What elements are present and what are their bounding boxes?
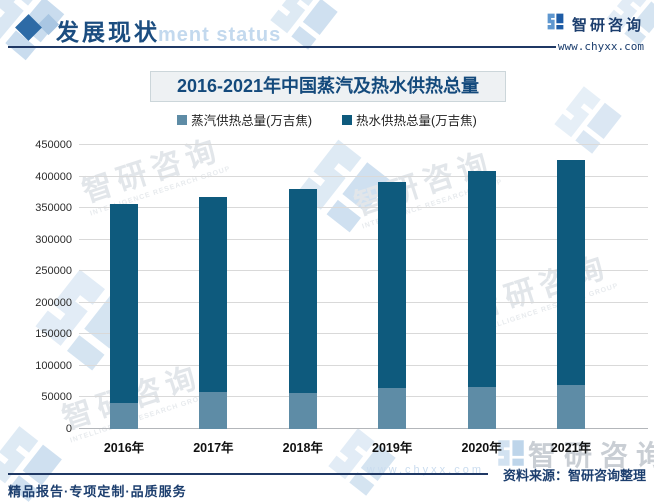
gridline [79, 238, 648, 240]
legend-item: 蒸汽供热总量(万吉焦) [177, 110, 312, 129]
bar-segment [288, 189, 317, 394]
gridline [79, 396, 648, 398]
y-tick-label: 300000 [35, 233, 72, 246]
legend-label: 热水供热总量(万吉焦) [356, 114, 477, 128]
y-tick-label: 0 [65, 423, 72, 435]
bar-segment [378, 387, 407, 429]
diamond-accent-icon [15, 14, 42, 41]
y-tick-label: 150000 [35, 328, 72, 341]
x-axis-line [79, 428, 648, 429]
brand-watermark-icon [317, 417, 407, 502]
x-tick-label: 2019年 [372, 441, 413, 455]
footer-divider [8, 473, 488, 475]
footer-tagline: 精品报告·专项定制·品质服务 [8, 484, 187, 499]
gridline [79, 364, 648, 366]
gridline [79, 301, 648, 303]
bar-segment [288, 393, 317, 429]
y-tick-label: 250000 [35, 265, 72, 278]
gridline [79, 270, 648, 272]
legend-item: 热水供热总量(万吉焦) [342, 110, 477, 129]
website-link[interactable]: www.chyxx.com [557, 40, 644, 53]
brand-logo-icon [545, 11, 566, 37]
chart-legend: 蒸汽供热总量(万吉焦) 热水供热总量(万吉焦) [0, 110, 654, 129]
header-divider [8, 46, 556, 48]
header-watermark-text: ment status [158, 24, 282, 46]
bar-segment [467, 387, 496, 429]
x-axis-labels: 2016年 2017年 2018年 2019年 2020年 2021年 [79, 437, 648, 455]
brand-name: 智研咨询 [571, 16, 644, 34]
bar-segment [557, 160, 585, 386]
x-tick-label: 2017年 [193, 441, 234, 455]
x-tick-label: 2018年 [282, 441, 323, 455]
y-tick-label: 50000 [41, 391, 72, 404]
brand-watermark-text: 智研咨询 [528, 440, 654, 471]
chart-title: 2016-2021年中国蒸汽及热水供热总量 [150, 71, 506, 102]
plot-area [79, 144, 648, 429]
page-title: 发展现状 [56, 19, 160, 45]
y-tick-label: 450000 [35, 139, 72, 151]
bar-segment [557, 385, 585, 429]
x-tick-label: 2016年 [103, 441, 145, 455]
bar-segment [110, 203, 138, 403]
legend-swatch-icon [177, 114, 188, 125]
brand-logo-block[interactable]: 智研咨询 www.chyxx.com [545, 11, 644, 53]
gridline [79, 144, 648, 145]
legend-swatch-icon [342, 114, 352, 125]
x-tick-label: 2020年 [461, 441, 502, 455]
bar-segment [467, 170, 496, 388]
y-tick-label: 400000 [35, 170, 72, 183]
gridline [79, 175, 648, 177]
y-axis-labels: 0 50000 100000 150000 200000 250000 300000 3500… [0, 139, 72, 435]
legend-label: 蒸汽供热总量(万吉焦) [191, 114, 312, 128]
bar-segment [378, 181, 407, 388]
data-source-label: 资料来源：智研咨询整理 [502, 468, 646, 483]
bar-segment [110, 402, 138, 429]
gridline [79, 333, 648, 335]
x-tick-label: 2021年 [550, 441, 592, 455]
gridline [79, 207, 648, 209]
bar-segment [199, 392, 228, 429]
y-tick-label: 100000 [35, 359, 72, 372]
y-tick-label: 200000 [35, 296, 72, 309]
y-tick-label: 350000 [35, 202, 72, 215]
bar-segment [199, 196, 228, 393]
